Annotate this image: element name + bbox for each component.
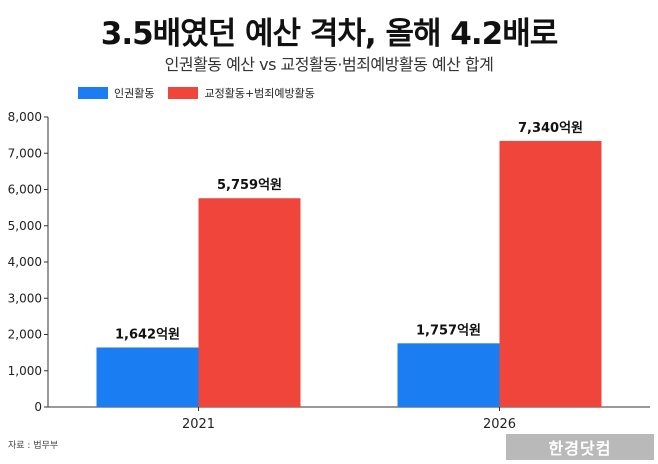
chart-title: 3.5배였던 예산 격차, 올해 4.2배로 xyxy=(100,16,559,52)
legend-label-series-2: 교정활동+범죄예방활동 xyxy=(204,87,315,100)
y-tick-label: 5,000 xyxy=(8,219,42,233)
legend-item-series-1: 인권활동 xyxy=(78,85,154,101)
legend-label-series-1: 인권활동 xyxy=(114,87,155,100)
data-label: 5,759억원 xyxy=(217,178,282,193)
y-tick-label: 4,000 xyxy=(8,255,42,269)
source-note: 자료 : 법무부 xyxy=(8,441,59,451)
legend-swatch-series-1 xyxy=(78,87,108,99)
y-tick-label: 2,000 xyxy=(8,328,42,342)
y-tick-label: 8,000 xyxy=(8,110,42,124)
data-label: 7,340억원 xyxy=(518,121,583,136)
data-label: 1,642억원 xyxy=(115,327,180,342)
bar-1-2021 xyxy=(96,347,199,407)
legend-item-series-2: 교정활동+범죄예방활동 xyxy=(168,85,315,101)
y-tick-label: 1,000 xyxy=(8,364,42,378)
y-tick-label: 3,000 xyxy=(8,291,42,305)
chart-subtitle: 인권활동 예산 vs 교정활동·범죄예방활동 예산 합계 xyxy=(164,55,494,74)
bar-2-2026 xyxy=(499,140,602,408)
y-tick-label: 6,000 xyxy=(8,183,42,197)
legend: 인권활동 교정활동+범죄예방활동 xyxy=(78,85,329,101)
legend-swatch-series-2 xyxy=(168,87,199,99)
bar-2-2021 xyxy=(198,198,301,407)
bar-1-2026 xyxy=(397,343,500,407)
watermark-logo: 한경닷컴 xyxy=(506,434,654,460)
y-tick-label: 0 xyxy=(34,400,42,414)
y-tick-label: 7,000 xyxy=(8,146,42,160)
data-label: 1,757억원 xyxy=(416,323,481,338)
x-tick-label: 2021 xyxy=(182,417,215,432)
x-tick-label: 2026 xyxy=(483,417,516,432)
